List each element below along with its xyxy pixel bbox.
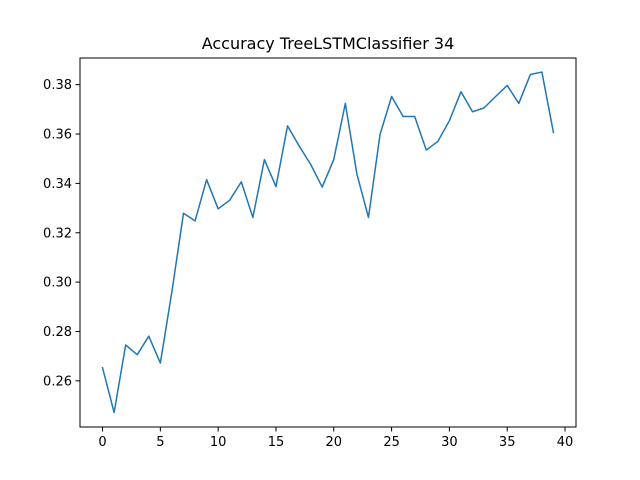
series-line-0 (101, 71, 555, 414)
x-tick-label-40: 40 (557, 435, 574, 450)
x-tick-label-10: 10 (210, 435, 227, 450)
x-tick-label-30: 30 (441, 435, 458, 450)
y-tick-label-0.38: 0.38 (43, 78, 72, 93)
plot-area: 0 5 10 15 20 25 30 35 40 0.26 0.28 0.30 0.32 0.34 0.36… (43, 57, 577, 450)
x-tick-label-35: 35 (499, 435, 516, 450)
y-tick-label-0.36: 0.36 (43, 128, 72, 143)
chart-title: Accuracy TreeLSTMClassifier 34 (202, 34, 455, 53)
y-tick-label-0.32: 0.32 (43, 226, 72, 241)
x-tick-label-5: 5 (156, 435, 164, 450)
axes-frame (79, 57, 577, 428)
y-tick-label-0.26: 0.26 (43, 374, 72, 389)
y-tick-label-0.30: 0.30 (43, 276, 72, 291)
x-tick-label-20: 20 (326, 435, 343, 450)
y-tick-label-0.28: 0.28 (43, 325, 72, 340)
x-tick-label-15: 15 (268, 435, 285, 450)
y-tick-label-0.34: 0.34 (43, 177, 72, 192)
x-tick-label-0: 0 (98, 435, 106, 450)
x-tick-label-25: 25 (383, 435, 400, 450)
